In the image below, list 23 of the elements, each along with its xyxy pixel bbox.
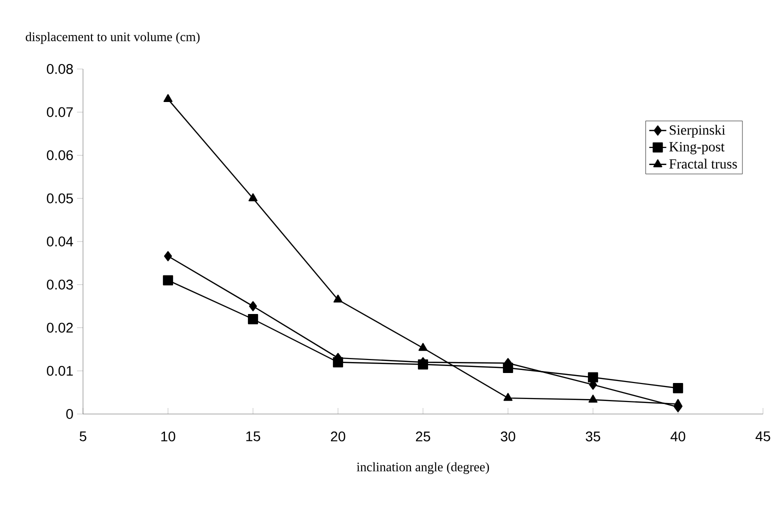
y-tick-label: 0 xyxy=(66,409,73,419)
y-tick-label: 0.01 xyxy=(46,366,73,376)
y-tick-label: 0.08 xyxy=(46,64,73,74)
x-tick-label: 20 xyxy=(330,432,346,442)
x-axis-title: inclination angle (degree) xyxy=(356,462,489,474)
x-tick-label: 10 xyxy=(161,432,176,442)
x-tick-label: 5 xyxy=(80,432,86,442)
x-tick-label: 35 xyxy=(586,432,600,442)
legend-label: King-post xyxy=(669,142,725,154)
x-tick-label: 45 xyxy=(756,432,770,442)
y-tick-label: 0.07 xyxy=(46,107,73,118)
legend-label: Fractal truss xyxy=(669,158,737,169)
x-tick-label: 25 xyxy=(416,432,430,442)
x-tick-label: 40 xyxy=(670,432,686,442)
y-tick-label: 0.02 xyxy=(46,322,73,333)
y-tick-label: 0.04 xyxy=(46,236,74,246)
legend-label: Sierpinski xyxy=(670,124,726,138)
x-tick-label: 15 xyxy=(246,432,260,442)
x-tick-label: 30 xyxy=(500,432,516,442)
y-tick-label: 0.05 xyxy=(46,193,73,204)
y-tick-label: 0.03 xyxy=(46,280,73,290)
y-tick-label: 0.06 xyxy=(46,150,73,160)
y-axis-title: displacement to unit volume (cm) xyxy=(26,32,200,44)
